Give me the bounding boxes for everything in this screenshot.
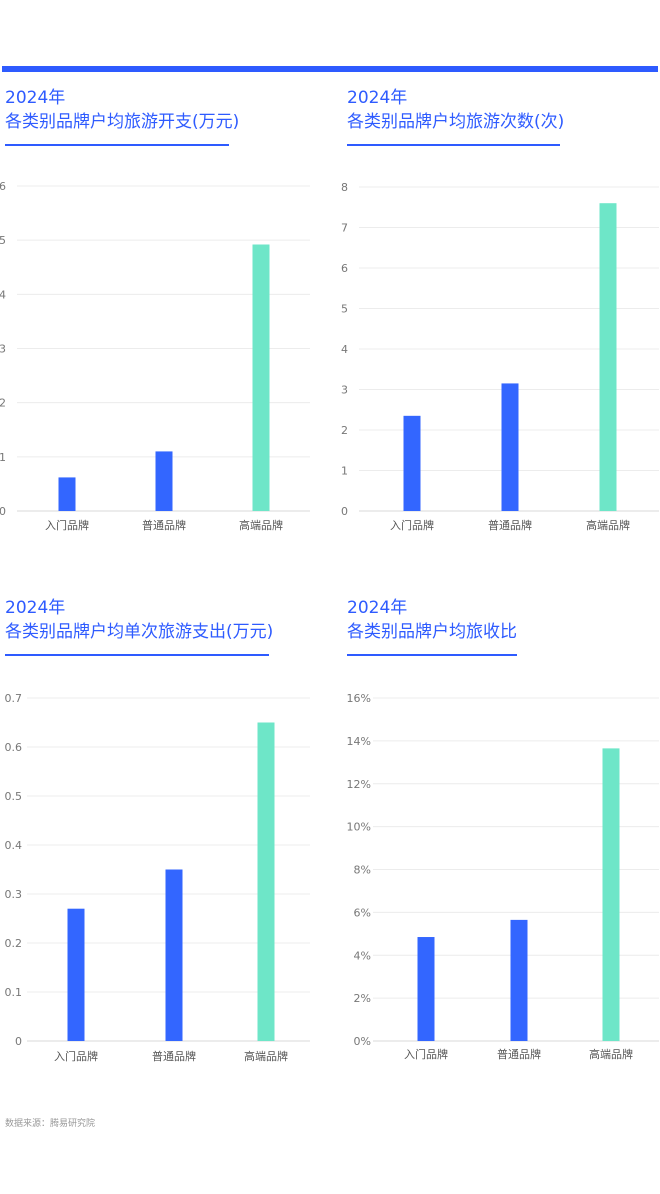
y-tick-label: 5 — [0, 234, 6, 247]
chart-title-year: 2024年 — [5, 598, 66, 618]
x-category-label: 高端品牌 — [586, 518, 630, 532]
y-tick-label: 1 — [0, 451, 6, 464]
chart-title: 各类别品牌户均旅游开支(万元) — [5, 112, 240, 132]
top-accent-bar — [2, 66, 658, 72]
y-tick-label: 5 — [341, 303, 348, 316]
bar-3 — [599, 203, 617, 511]
title-underline — [347, 144, 560, 146]
x-category-label: 普通品牌 — [142, 518, 186, 532]
bar-1 — [58, 477, 76, 511]
bar-3 — [602, 748, 620, 1041]
chart-title: 各类别品牌户均旅收比 — [347, 622, 517, 642]
y-tick-label: 0.2 — [5, 937, 23, 950]
x-category-label: 高端品牌 — [239, 518, 283, 532]
y-tick-label: 3 — [0, 343, 6, 356]
x-category-label: 入门品牌 — [45, 518, 89, 532]
x-category-label: 入门品牌 — [390, 518, 434, 532]
y-tick-label: 0.3 — [5, 888, 23, 901]
bar-chart-travel-spend: 0 1 2 3 4 5 6 入门品牌 普通品牌 高端品牌 — [0, 180, 310, 532]
chart-title-year: 2024年 — [347, 88, 408, 108]
y-tick-label: 2 — [0, 397, 6, 410]
x-category-label: 高端品牌 — [589, 1047, 633, 1061]
bar-2 — [155, 451, 173, 511]
y-tick-label: 7 — [341, 222, 348, 235]
y-tick-label: 0.6 — [5, 741, 23, 754]
x-category-label: 普通品牌 — [152, 1049, 196, 1063]
y-tick-label: 0 — [0, 505, 6, 518]
y-tick-label: 1 — [341, 465, 348, 478]
y-tick-label: 14% — [347, 735, 371, 748]
y-tick-label: 4 — [0, 288, 6, 301]
chart-title-year: 2024年 — [347, 598, 408, 618]
y-tick-label: 16% — [347, 692, 371, 705]
bar-3 — [257, 722, 275, 1041]
title-underline — [5, 144, 229, 146]
y-tick-label: 6 — [341, 262, 348, 275]
y-tick-label: 0.7 — [5, 692, 23, 705]
x-category-label: 高端品牌 — [244, 1049, 288, 1063]
bar-2 — [165, 869, 183, 1041]
bar-1 — [403, 415, 421, 511]
x-category-label: 入门品牌 — [404, 1047, 448, 1061]
bar-1 — [67, 908, 85, 1041]
y-tick-label: 6% — [354, 906, 371, 919]
y-tick-label: 12% — [347, 778, 371, 791]
y-tick-label: 2% — [354, 992, 371, 1005]
chart-title: 各类别品牌户均单次旅游支出(万元) — [5, 622, 274, 642]
y-tick-label: 2 — [341, 424, 348, 437]
chart-title-year: 2024年 — [5, 88, 66, 108]
title-underline — [5, 654, 269, 656]
chart-title: 各类别品牌户均旅游次数(次) — [347, 112, 565, 132]
data-source-note: 数据来源：腾易研究院 — [5, 1119, 96, 1129]
bar-chart-per-trip-spend: 0 0.1 0.2 0.3 0.4 0.5 0.6 0.7 入门品牌 普通品牌 高端品牌 — [5, 692, 310, 1063]
y-tick-label: 3 — [341, 384, 348, 397]
bar-1 — [417, 937, 435, 1041]
y-tick-label: 8% — [354, 864, 371, 877]
y-tick-label: 4 — [341, 343, 348, 356]
x-category-label: 普通品牌 — [488, 518, 532, 532]
bar-3 — [252, 244, 270, 511]
y-tick-label: 0.1 — [5, 986, 23, 999]
bar-2 — [510, 919, 528, 1041]
y-tick-label: 0.4 — [5, 839, 23, 852]
x-category-label: 普通品牌 — [497, 1047, 541, 1061]
y-tick-label: 0% — [354, 1035, 371, 1048]
bar-2 — [501, 383, 519, 511]
y-tick-label: 0 — [15, 1035, 22, 1048]
y-tick-label: 8 — [341, 181, 348, 194]
bar-chart-travel-count: 0 1 2 3 4 5 6 7 8 入门品牌 普通品牌 高端品牌 — [341, 181, 659, 532]
title-underline — [347, 654, 517, 656]
y-tick-label: 4% — [354, 949, 371, 962]
bar-chart-travel-income-ratio: 0% 2% 4% 6% 8% 10% 12% 14% 16% 入门品牌 普通品牌 高端品牌 — [347, 692, 659, 1061]
y-tick-label: 10% — [347, 821, 371, 834]
x-category-label: 入门品牌 — [54, 1049, 98, 1063]
y-tick-label: 0.5 — [5, 790, 23, 803]
y-tick-label: 6 — [0, 180, 6, 193]
y-tick-label: 0 — [341, 505, 348, 518]
